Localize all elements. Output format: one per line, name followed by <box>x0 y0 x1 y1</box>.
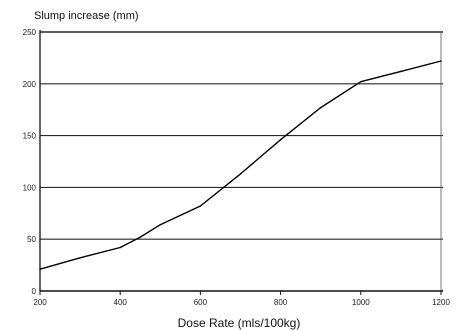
data-point <box>360 81 362 83</box>
x-tick-label-200: 200 <box>33 298 47 307</box>
axes-layer <box>39 30 443 292</box>
x-axis-title: Dose Rate (mls/100kg) <box>178 316 301 330</box>
data-point <box>239 173 242 175</box>
data-point <box>119 246 121 249</box>
series-line-0 <box>39 60 442 270</box>
grid-layer <box>40 31 443 240</box>
data-point <box>39 268 41 270</box>
x-tick-label-600: 600 <box>194 298 208 307</box>
data-point <box>440 60 442 62</box>
y-tick-label-250: 250 <box>23 28 37 37</box>
data-point <box>199 205 202 207</box>
series-layer <box>39 60 442 270</box>
data-point <box>139 236 141 238</box>
y-axis-title: Slump increase (mm) <box>34 10 139 22</box>
y-tick-label-0: 0 <box>32 287 37 296</box>
data-point <box>159 223 161 226</box>
data-point <box>79 257 81 259</box>
y-tick-label-150: 150 <box>23 132 37 141</box>
data-point <box>400 70 402 73</box>
x-tick-label-1200: 1200 <box>432 298 450 307</box>
x-tick-label-1000: 1000 <box>352 298 370 307</box>
x-tick-label-800: 800 <box>274 298 288 307</box>
x-tick-label-400: 400 <box>114 298 128 307</box>
data-point <box>320 106 322 109</box>
y-tick-label-100: 100 <box>23 183 37 192</box>
data-point <box>279 139 282 141</box>
y-tick-label-50: 50 <box>27 235 36 244</box>
y-tick-label-200: 200 <box>23 80 37 89</box>
tick-labels-layer: 0 50 100 150 200 250 200 400 600 800 1000 1200 <box>23 28 451 307</box>
